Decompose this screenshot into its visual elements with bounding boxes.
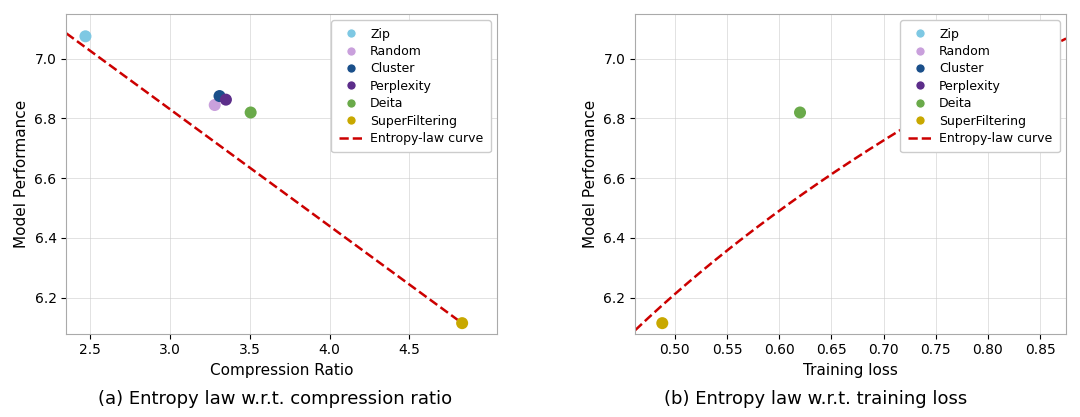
Y-axis label: Model Performance: Model Performance bbox=[14, 100, 29, 248]
Point bbox=[929, 103, 946, 110]
Point bbox=[653, 320, 671, 327]
Point bbox=[454, 320, 471, 327]
X-axis label: Training loss: Training loss bbox=[804, 363, 899, 378]
X-axis label: Compression Ratio: Compression Ratio bbox=[210, 363, 353, 378]
Legend: Zip, Random, Cluster, Perplexity, Deita, SuperFiltering, Entropy-law curve: Zip, Random, Cluster, Perplexity, Deita,… bbox=[332, 20, 491, 152]
Legend: Zip, Random, Cluster, Perplexity, Deita, SuperFiltering, Entropy-law curve: Zip, Random, Cluster, Perplexity, Deita,… bbox=[901, 20, 1059, 152]
Point bbox=[914, 99, 931, 106]
Point bbox=[904, 93, 921, 99]
Y-axis label: Model Performance: Model Performance bbox=[583, 100, 597, 248]
Point bbox=[211, 93, 228, 99]
Point bbox=[792, 109, 809, 116]
Point bbox=[242, 109, 259, 116]
Text: (b) Entropy law w.r.t. training loss: (b) Entropy law w.r.t. training loss bbox=[664, 390, 967, 409]
Text: (a) Entropy law w.r.t. compression ratio: (a) Entropy law w.r.t. compression ratio bbox=[98, 390, 453, 409]
Point bbox=[217, 96, 234, 103]
Point bbox=[77, 33, 94, 40]
Point bbox=[206, 102, 224, 108]
Point bbox=[1032, 33, 1050, 40]
